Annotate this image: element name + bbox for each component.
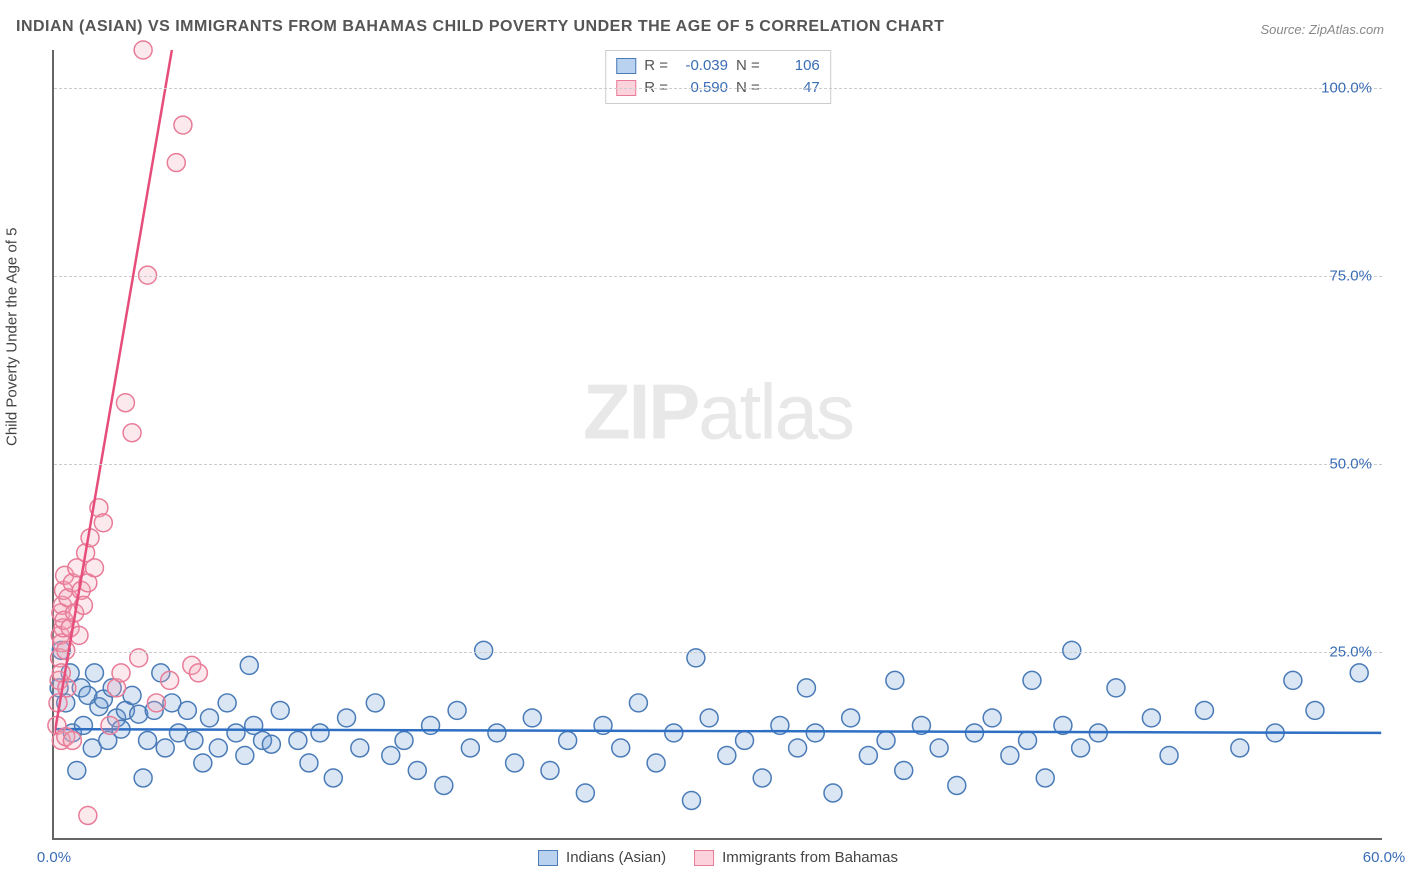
source-attribution: Source: ZipAtlas.com: [1260, 22, 1384, 37]
y-tick-label: 100.0%: [1321, 79, 1372, 96]
swatch-blue: [538, 850, 558, 866]
y-tick-label: 25.0%: [1329, 643, 1372, 660]
watermark-rest: atlas: [698, 368, 853, 456]
r-value: -0.039: [676, 55, 728, 77]
scatter-svg: [54, 50, 1382, 838]
gridline: [54, 652, 1382, 653]
legend-label: Immigrants from Bahamas: [722, 849, 898, 866]
y-tick-label: 75.0%: [1329, 267, 1372, 284]
x-tick-label: 0.0%: [37, 849, 71, 866]
y-tick-label: 50.0%: [1329, 455, 1372, 472]
bottom-legend: Indians (Asian) Immigrants from Bahamas: [538, 849, 898, 866]
plot-area: ZIPatlas R = -0.039 N = 106 R = 0.590 N …: [52, 50, 1382, 840]
gridline: [54, 464, 1382, 465]
legend-label: Indians (Asian): [566, 849, 666, 866]
gridline: [54, 276, 1382, 277]
gridline: [54, 88, 1382, 89]
swatch-blue: [616, 58, 636, 74]
chart-title: INDIAN (ASIAN) VS IMMIGRANTS FROM BAHAMA…: [16, 18, 944, 36]
y-axis-label: Child Poverty Under the Age of 5: [4, 228, 21, 446]
x-tick-label: 60.0%: [1363, 849, 1406, 866]
swatch-pink: [694, 850, 714, 866]
r-label: R =: [644, 55, 668, 77]
stats-row: R = -0.039 N = 106: [616, 55, 820, 77]
n-value: 106: [768, 55, 820, 77]
stats-legend: R = -0.039 N = 106 R = 0.590 N = 47: [605, 50, 831, 104]
watermark-bold: ZIP: [583, 368, 698, 456]
n-label: N =: [736, 55, 760, 77]
legend-item: Indians (Asian): [538, 849, 666, 866]
legend-item: Immigrants from Bahamas: [694, 849, 898, 866]
watermark: ZIPatlas: [583, 367, 853, 458]
